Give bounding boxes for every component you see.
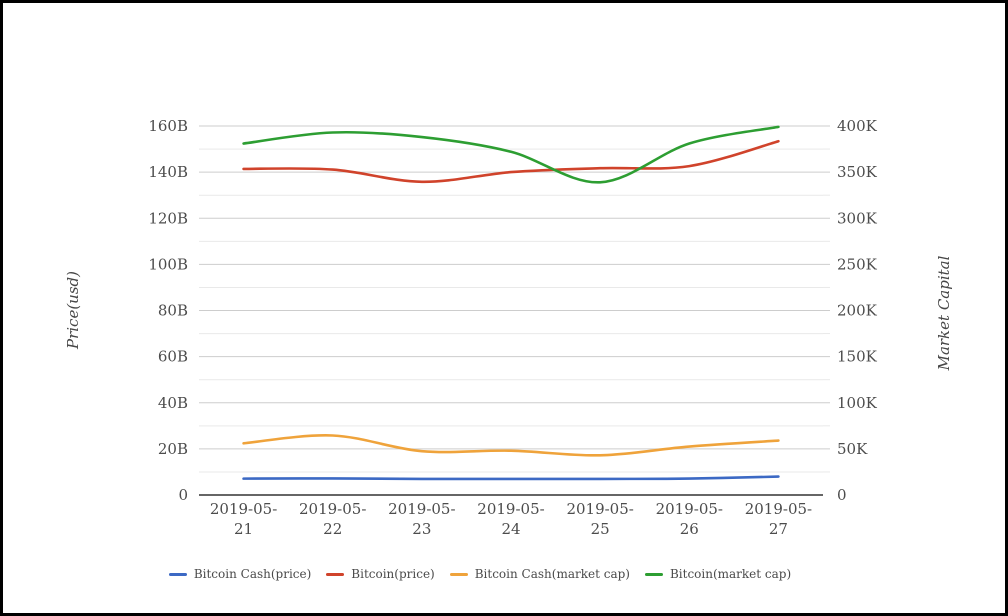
legend-item-bitcoin-price[interactable]: Bitcoin(price) [326, 567, 435, 581]
right-axis-tick-label: 100K [837, 394, 878, 412]
legend-item-bitcoin-cash-market-cap[interactable]: Bitcoin Cash(market cap) [449, 567, 630, 581]
series-line-bitcoin-cash-price [242, 475, 780, 481]
x-axis-tick-label: 2019-05-27 [745, 500, 812, 538]
x-axis-tick-label: 2019-05-22 [299, 500, 366, 538]
left-axis-tick-label: 100B [148, 255, 188, 273]
series-line-bitcoin-cash-market-cap [242, 434, 780, 457]
left-axis-tick-label: 40B [158, 394, 188, 412]
legend-line-marker-icon [449, 572, 468, 576]
right-axis-title: Market Capital [935, 255, 953, 371]
right-axis-tick-label: 50K [837, 440, 868, 458]
left-axis-tick-label: 0 [178, 486, 188, 504]
legend-label: Bitcoin(market cap) [669, 567, 792, 581]
legend-label: Bitcoin Cash(market cap) [474, 567, 630, 581]
left-axis-tick-label: 60B [158, 348, 188, 366]
left-axis-tick-label: 20B [158, 440, 188, 458]
legend-line-marker-icon [644, 572, 663, 576]
right-axis-tick-label: 350K [837, 163, 878, 181]
x-axis-tick-label: 2019-05-26 [656, 500, 723, 538]
x-axis-tick-label: 2019-05-23 [388, 500, 455, 538]
legend-line-marker-icon [326, 572, 345, 576]
legend-item-bitcoin-market-cap[interactable]: Bitcoin(market cap) [644, 567, 792, 581]
legend-line-marker-icon [168, 572, 187, 576]
right-axis-tick-label: 250K [837, 255, 878, 273]
legend-label: Bitcoin Cash(price) [193, 567, 312, 581]
line-chart-canvas: 0 20B 40B 60B 80B 100B 120B 140B 160B 0 50K 100K 150… [148, 117, 878, 538]
series-line-bitcoin-market-cap [242, 125, 780, 184]
legend: Bitcoin Cash(price) Bitcoin(price) Bitcoin… [3, 567, 981, 581]
left-axis-tick-label: 160B [148, 117, 188, 135]
right-axis-tick-label: 400K [837, 117, 878, 135]
series-line-bitcoin-price [242, 139, 780, 184]
right-axis-tick-label: 200K [837, 302, 878, 320]
x-axis-tick-label: 2019-05-21 [210, 500, 277, 538]
left-axis-tick-label: 80B [158, 302, 188, 320]
left-axis-title: Price(usd) [64, 270, 82, 350]
left-axis-tick-label: 140B [148, 163, 188, 181]
right-axis-tick-label: 300K [837, 209, 878, 227]
right-axis-tick-label: 0 [837, 486, 847, 504]
legend-label: Bitcoin(price) [351, 567, 435, 581]
x-axis-tick-label: 2019-05-24 [477, 500, 544, 538]
legend-item-bitcoin-cash-price[interactable]: Bitcoin Cash(price) [168, 567, 312, 581]
left-axis-tick-label: 120B [148, 209, 188, 227]
x-axis-tick-label: 2019-05-25 [566, 500, 633, 538]
right-axis-tick-label: 150K [837, 348, 878, 366]
